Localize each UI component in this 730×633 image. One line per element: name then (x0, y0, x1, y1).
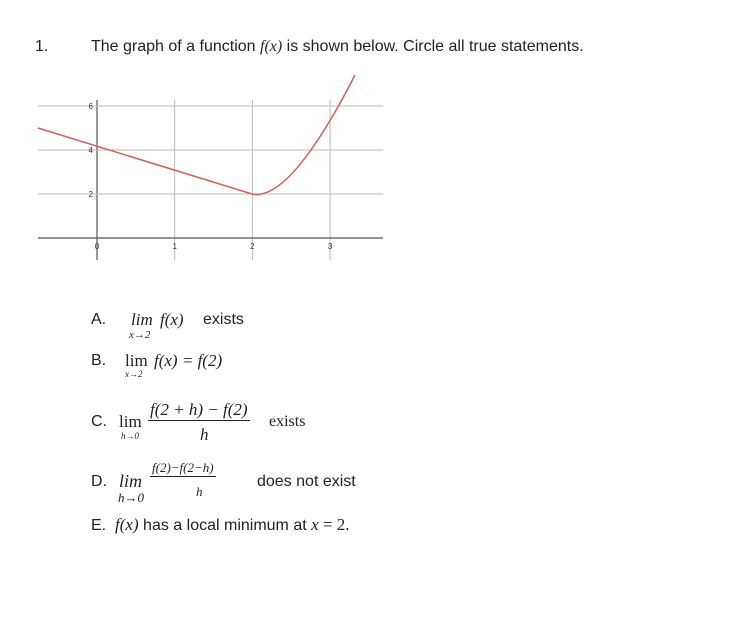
numerator: f(2)−f(2−h) (150, 460, 216, 477)
denominator: h (200, 425, 209, 444)
option-letter: B. (91, 352, 107, 369)
math: x (311, 515, 319, 534)
lim: lim (125, 351, 148, 370)
option-letter: C. (91, 413, 107, 430)
lim-sub: h→0 (121, 431, 139, 441)
text: does not exist (257, 473, 356, 490)
x-tick-label: 0 (95, 242, 100, 251)
text: exists (203, 311, 244, 328)
lim: lim (131, 310, 153, 329)
x-tick-label: 2 (250, 242, 255, 251)
y-tick-label: 2 (89, 190, 94, 199)
math: f(x) (160, 310, 184, 329)
y-tick-label: 6 (89, 102, 94, 111)
lim: lim (119, 412, 142, 431)
numerator: f(2 + h) − f(2) (148, 400, 250, 421)
y-tick-label: 4 (89, 146, 94, 155)
text: = 2. (318, 515, 350, 534)
question: The graph of a function f(x) is shown be… (91, 38, 584, 56)
denominator: h (196, 484, 203, 499)
question-number: 1. (35, 38, 49, 55)
option-e: E. f(x) has a local minimum at x = 2. (91, 515, 350, 535)
math: f(x) (115, 515, 139, 534)
x-tick-label: 1 (172, 242, 177, 251)
option-letter: E. (91, 517, 107, 534)
lim-sub: h→0 (118, 490, 144, 505)
lim-sub: x→2 (129, 329, 151, 341)
x-tick-label: 3 (328, 242, 333, 251)
text: exists (269, 413, 306, 430)
text: has a local minimum at (138, 517, 312, 534)
option-letter: D. (91, 473, 107, 490)
lim: lim (119, 471, 143, 491)
option-letter: A. (91, 311, 107, 328)
text: is shown below. Circle all true statemen… (282, 38, 584, 55)
lim-sub: x→2 (125, 369, 143, 379)
math: f(x) = f(2) (154, 351, 223, 370)
math: f(x) (260, 38, 283, 55)
function-curve (37, 74, 356, 196)
text: The graph of a function (91, 38, 260, 55)
graph: 0 1 2 3 2 4 6 (37, 74, 383, 260)
